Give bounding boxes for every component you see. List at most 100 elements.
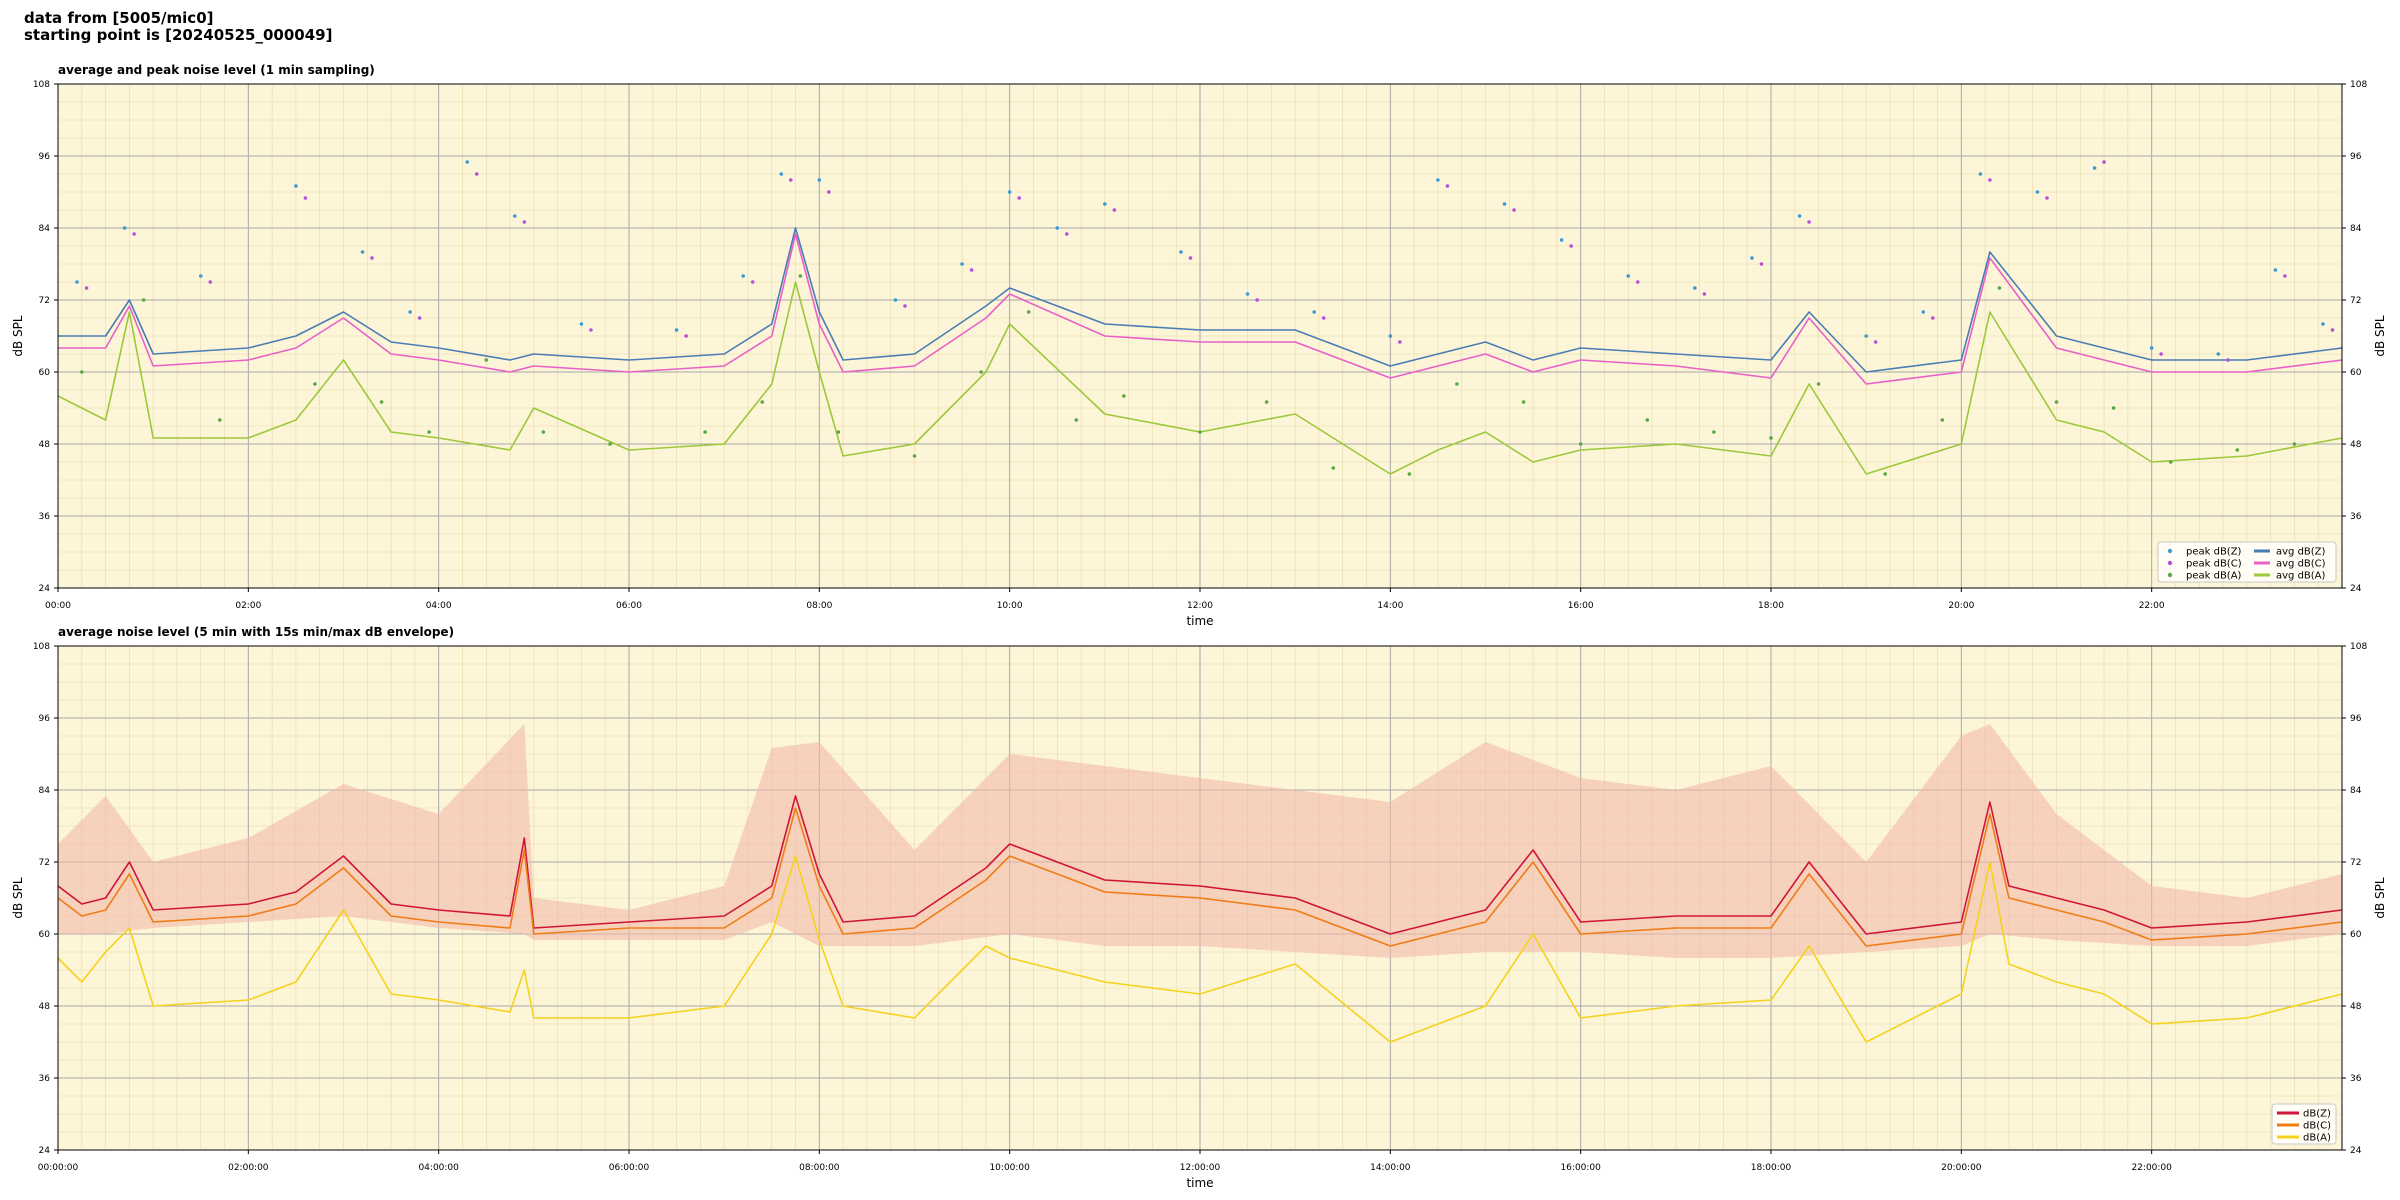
- data-point: [1940, 418, 1945, 422]
- data-point: [1693, 286, 1697, 290]
- data-point: [1807, 220, 1811, 224]
- data-point: [417, 316, 422, 320]
- data-point: [2321, 322, 2325, 326]
- legend-label: dB(A): [2303, 1133, 2331, 1144]
- y-tick-label-right: 96: [2350, 152, 2362, 162]
- y-tick-label-right: 60: [2350, 930, 2362, 940]
- legend-label: avg dB(A): [2276, 571, 2326, 582]
- data-point: [1978, 172, 1983, 176]
- data-point: [1436, 178, 1440, 182]
- data-point: [1883, 472, 1887, 476]
- x-tick-label: 20:00: [1948, 601, 1974, 611]
- y-axis-label-right: dB SPL: [2373, 315, 2387, 357]
- y-tick-label-right: 48: [2350, 440, 2362, 450]
- series-line-avg-db-z: [58, 227, 2343, 373]
- data-point: [684, 334, 688, 338]
- data-point: [1321, 316, 1326, 320]
- legend-marker: [2167, 560, 2173, 566]
- x-tick-label: 00:00:00: [38, 1163, 79, 1173]
- data-point: [1712, 430, 1716, 434]
- data-point: [1702, 292, 1707, 296]
- data-point: [1122, 394, 1126, 398]
- data-point: [2159, 352, 2163, 356]
- legend-label: peak dB(A): [2186, 571, 2242, 582]
- legend: peak dB(Z)peak dB(C)peak dB(A)avg dB(Z)a…: [2157, 541, 2337, 583]
- data-point: [788, 178, 793, 182]
- data-point: [960, 262, 964, 266]
- x-tick-label: 22:00: [2139, 601, 2165, 611]
- data-point: [1312, 310, 1316, 314]
- y-tick-label: 108: [33, 642, 50, 652]
- data-point: [2092, 166, 2097, 170]
- data-point: [969, 268, 974, 272]
- y-tick-label: 108: [33, 80, 50, 90]
- data-point: [1645, 418, 1650, 422]
- data-point: [1112, 208, 1117, 212]
- data-point: [1559, 238, 1564, 242]
- data-point: [1873, 340, 1878, 344]
- x-tick-label: 12:00: [1187, 601, 1213, 611]
- chart-title: average noise level (5 min with 15s min/…: [58, 625, 454, 639]
- data-point: [827, 190, 831, 194]
- data-point: [1521, 400, 1526, 404]
- legend-label: dB(C): [2303, 1121, 2331, 1132]
- data-point: [1026, 310, 1031, 314]
- x-tick-label: 22:00:00: [2131, 1163, 2172, 1173]
- data-point: [779, 172, 784, 176]
- y-tick-label-right: 72: [2350, 296, 2361, 306]
- data-point: [465, 160, 470, 164]
- y-tick-label: 24: [39, 584, 51, 594]
- data-point: [1455, 382, 1459, 386]
- data-point: [1074, 418, 1079, 422]
- data-point: [1578, 442, 1583, 446]
- header-start: starting point is [20240525_000049]: [24, 26, 332, 44]
- data-point: [2168, 460, 2173, 464]
- data-point: [903, 304, 907, 308]
- data-point: [217, 418, 222, 422]
- data-point: [1398, 340, 1402, 344]
- data-point: [198, 274, 203, 278]
- data-point: [2292, 442, 2297, 446]
- data-point: [1264, 400, 1269, 404]
- data-point: [1188, 256, 1193, 260]
- chart-title: average and peak noise level (1 min samp…: [58, 63, 375, 77]
- data-point: [294, 184, 298, 188]
- data-point: [2111, 406, 2116, 410]
- data-point: [2226, 358, 2230, 362]
- x-tick-label: 02:00:00: [228, 1163, 269, 1173]
- data-point: [141, 298, 146, 302]
- y-tick-label: 72: [39, 858, 50, 868]
- data-point: [132, 232, 136, 236]
- data-point: [2149, 346, 2154, 350]
- x-tick-label: 14:00:00: [1370, 1163, 1411, 1173]
- x-tick-label: 06:00:00: [609, 1163, 650, 1173]
- data-point: [75, 280, 79, 284]
- y-axis-label-right: dB SPL: [2373, 877, 2387, 919]
- data-point: [1997, 286, 2002, 290]
- data-point: [2102, 160, 2106, 164]
- data-point: [1017, 196, 1021, 200]
- data-point: [408, 310, 412, 314]
- data-point: [1988, 178, 1992, 182]
- y-tick-label: 48: [39, 1002, 51, 1012]
- peak-avg-chart: average and peak noise level (1 min samp…: [11, 63, 2387, 628]
- data-point: [1407, 472, 1412, 476]
- data-point: [1512, 208, 1516, 212]
- data-point: [1797, 214, 1802, 218]
- data-point: [1921, 310, 1926, 314]
- y-tick-label-right: 108: [2350, 642, 2367, 652]
- x-tick-label: 10:00: [997, 601, 1023, 611]
- y-tick-label-right: 84: [2350, 224, 2362, 234]
- y-tick-label-right: 36: [2350, 512, 2362, 522]
- y-axis-label: dB SPL: [11, 315, 25, 357]
- x-tick-label: 18:00:00: [1751, 1163, 1792, 1173]
- data-point: [2054, 400, 2059, 404]
- data-point: [2235, 448, 2240, 452]
- y-axis-label: dB SPL: [11, 877, 25, 919]
- series-scatter-peak-db-z: [75, 160, 2325, 356]
- y-tick-label-right: 108: [2350, 80, 2367, 90]
- data-point: [1179, 250, 1183, 254]
- x-axis-label: time: [1186, 1176, 1213, 1190]
- data-point: [84, 286, 89, 290]
- data-point: [817, 178, 822, 182]
